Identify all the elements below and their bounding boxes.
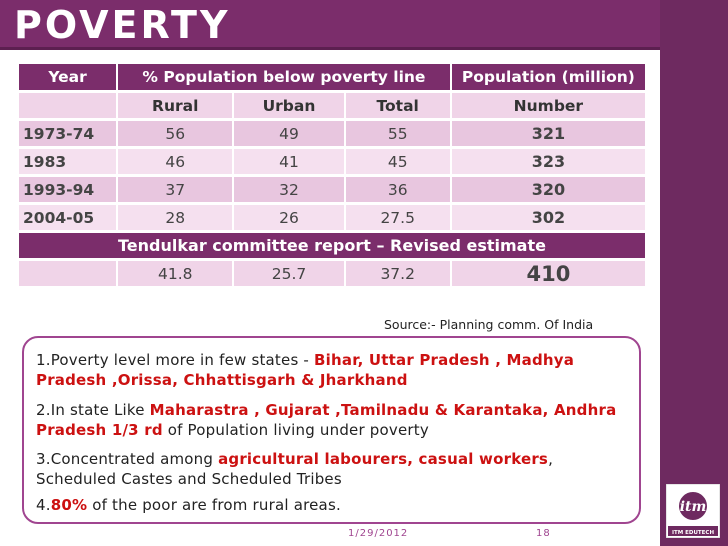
cell-total: 55 [345, 121, 450, 146]
cell-year: 1983 [19, 149, 117, 174]
cell-year: 2004-05 [19, 205, 117, 230]
point-3-comma: , [548, 450, 554, 468]
point-1-highlight: Bihar, Uttar Pradesh , Madhya [314, 351, 575, 369]
table-row: 1993-94 37 32 36 320 [19, 177, 645, 202]
cell-urban: 26 [234, 205, 344, 230]
cell-rural: 37 [118, 177, 233, 202]
cell-total: 27.5 [345, 205, 450, 230]
point-2: 2.In state Like Maharastra , Gujarat ,Ta… [36, 400, 616, 440]
point-4-highlight: 80% [50, 496, 88, 514]
cell-total: 45 [345, 149, 450, 174]
point-2-text: 2.In state Like [36, 401, 150, 419]
point-2-highlight: Maharastra , Gujarat ,Tamilnadu & Karant… [149, 401, 617, 419]
point-1-text: 1.Poverty level more in few states - [36, 351, 315, 369]
table-subheader-row: Rural Urban Total Number [19, 93, 645, 118]
point-1: 1.Poverty level more in few states - Bih… [36, 350, 574, 390]
svg-text:itm: itm [680, 499, 707, 515]
tendulkar-row: Tendulkar committee report – Revised est… [19, 233, 645, 258]
point-4-text-cont: of the poor are from rural areas. [87, 496, 341, 514]
title-bar: POVERTY [0, 0, 660, 50]
point-3: 3.Concentrated among agricultural labour… [36, 449, 553, 489]
table-row: 1983 46 41 45 323 [19, 149, 645, 174]
revised-number: 410 [451, 261, 645, 286]
cell-number: 320 [451, 177, 645, 202]
subheader-blank [19, 93, 117, 118]
subheader-total: Total [345, 93, 450, 118]
subheader-rural: Rural [118, 93, 233, 118]
footer-date: 1/29/2012 [348, 528, 409, 539]
cell-urban: 49 [234, 121, 344, 146]
cell-urban: 41 [234, 149, 344, 174]
subheader-number: Number [451, 93, 645, 118]
point-2-text-cont: of Population living under poverty [162, 421, 429, 439]
poverty-table: Year % Population below poverty line Pop… [17, 61, 647, 289]
point-3-text-cont: Scheduled Castes and Scheduled Tribes [36, 470, 342, 488]
cell-total: 36 [345, 177, 450, 202]
table-row: 2004-05 28 26 27.5 302 [19, 205, 645, 230]
cell-rural: 46 [118, 149, 233, 174]
point-1-highlight-cont: Pradesh ,Orissa, Chhattisgarh & Jharkhan… [36, 371, 408, 389]
slide-title: POVERTY [14, 3, 231, 47]
points-box: 1.Poverty level more in few states - Bih… [22, 336, 641, 524]
cell-year: 1993-94 [19, 177, 117, 202]
cell-rural: 28 [118, 205, 233, 230]
revised-row: 41.8 25.7 37.2 410 [19, 261, 645, 286]
tendulkar-label: Tendulkar committee report – Revised est… [19, 233, 645, 258]
logo-text: ITM EDUTECH [672, 530, 715, 536]
cell-urban: 32 [234, 177, 344, 202]
point-3-text: 3.Concentrated among [36, 450, 219, 468]
cell-number: 323 [451, 149, 645, 174]
table-header-row: Year % Population below poverty line Pop… [19, 64, 645, 90]
revised-urban: 25.7 [234, 261, 344, 286]
cell-number: 321 [451, 121, 645, 146]
point-4-text: 4. [36, 496, 51, 514]
revised-total: 37.2 [345, 261, 450, 286]
itm-logo-icon: itm ITM EDUTECH [666, 484, 720, 538]
revised-rural: 41.8 [118, 261, 233, 286]
header-year: Year [19, 64, 117, 90]
cell-blank [19, 261, 117, 286]
right-decoration-strip [660, 0, 728, 546]
header-pct: % Population below poverty line [118, 64, 450, 90]
table-row: 1973-74 56 49 55 321 [19, 121, 645, 146]
cell-rural: 56 [118, 121, 233, 146]
cell-number: 302 [451, 205, 645, 230]
point-3-highlight: agricultural labourers, casual workers [218, 450, 549, 468]
subheader-urban: Urban [234, 93, 344, 118]
cell-year: 1973-74 [19, 121, 117, 146]
source-note: Source:- Planning comm. Of India [384, 317, 594, 332]
point-2-highlight-cont: Pradesh 1/3 rd [36, 421, 163, 439]
footer-page-number: 18 [536, 528, 551, 539]
header-pop: Population (million) [451, 64, 645, 90]
point-4: 4.80% of the poor are from rural areas. [36, 495, 341, 515]
